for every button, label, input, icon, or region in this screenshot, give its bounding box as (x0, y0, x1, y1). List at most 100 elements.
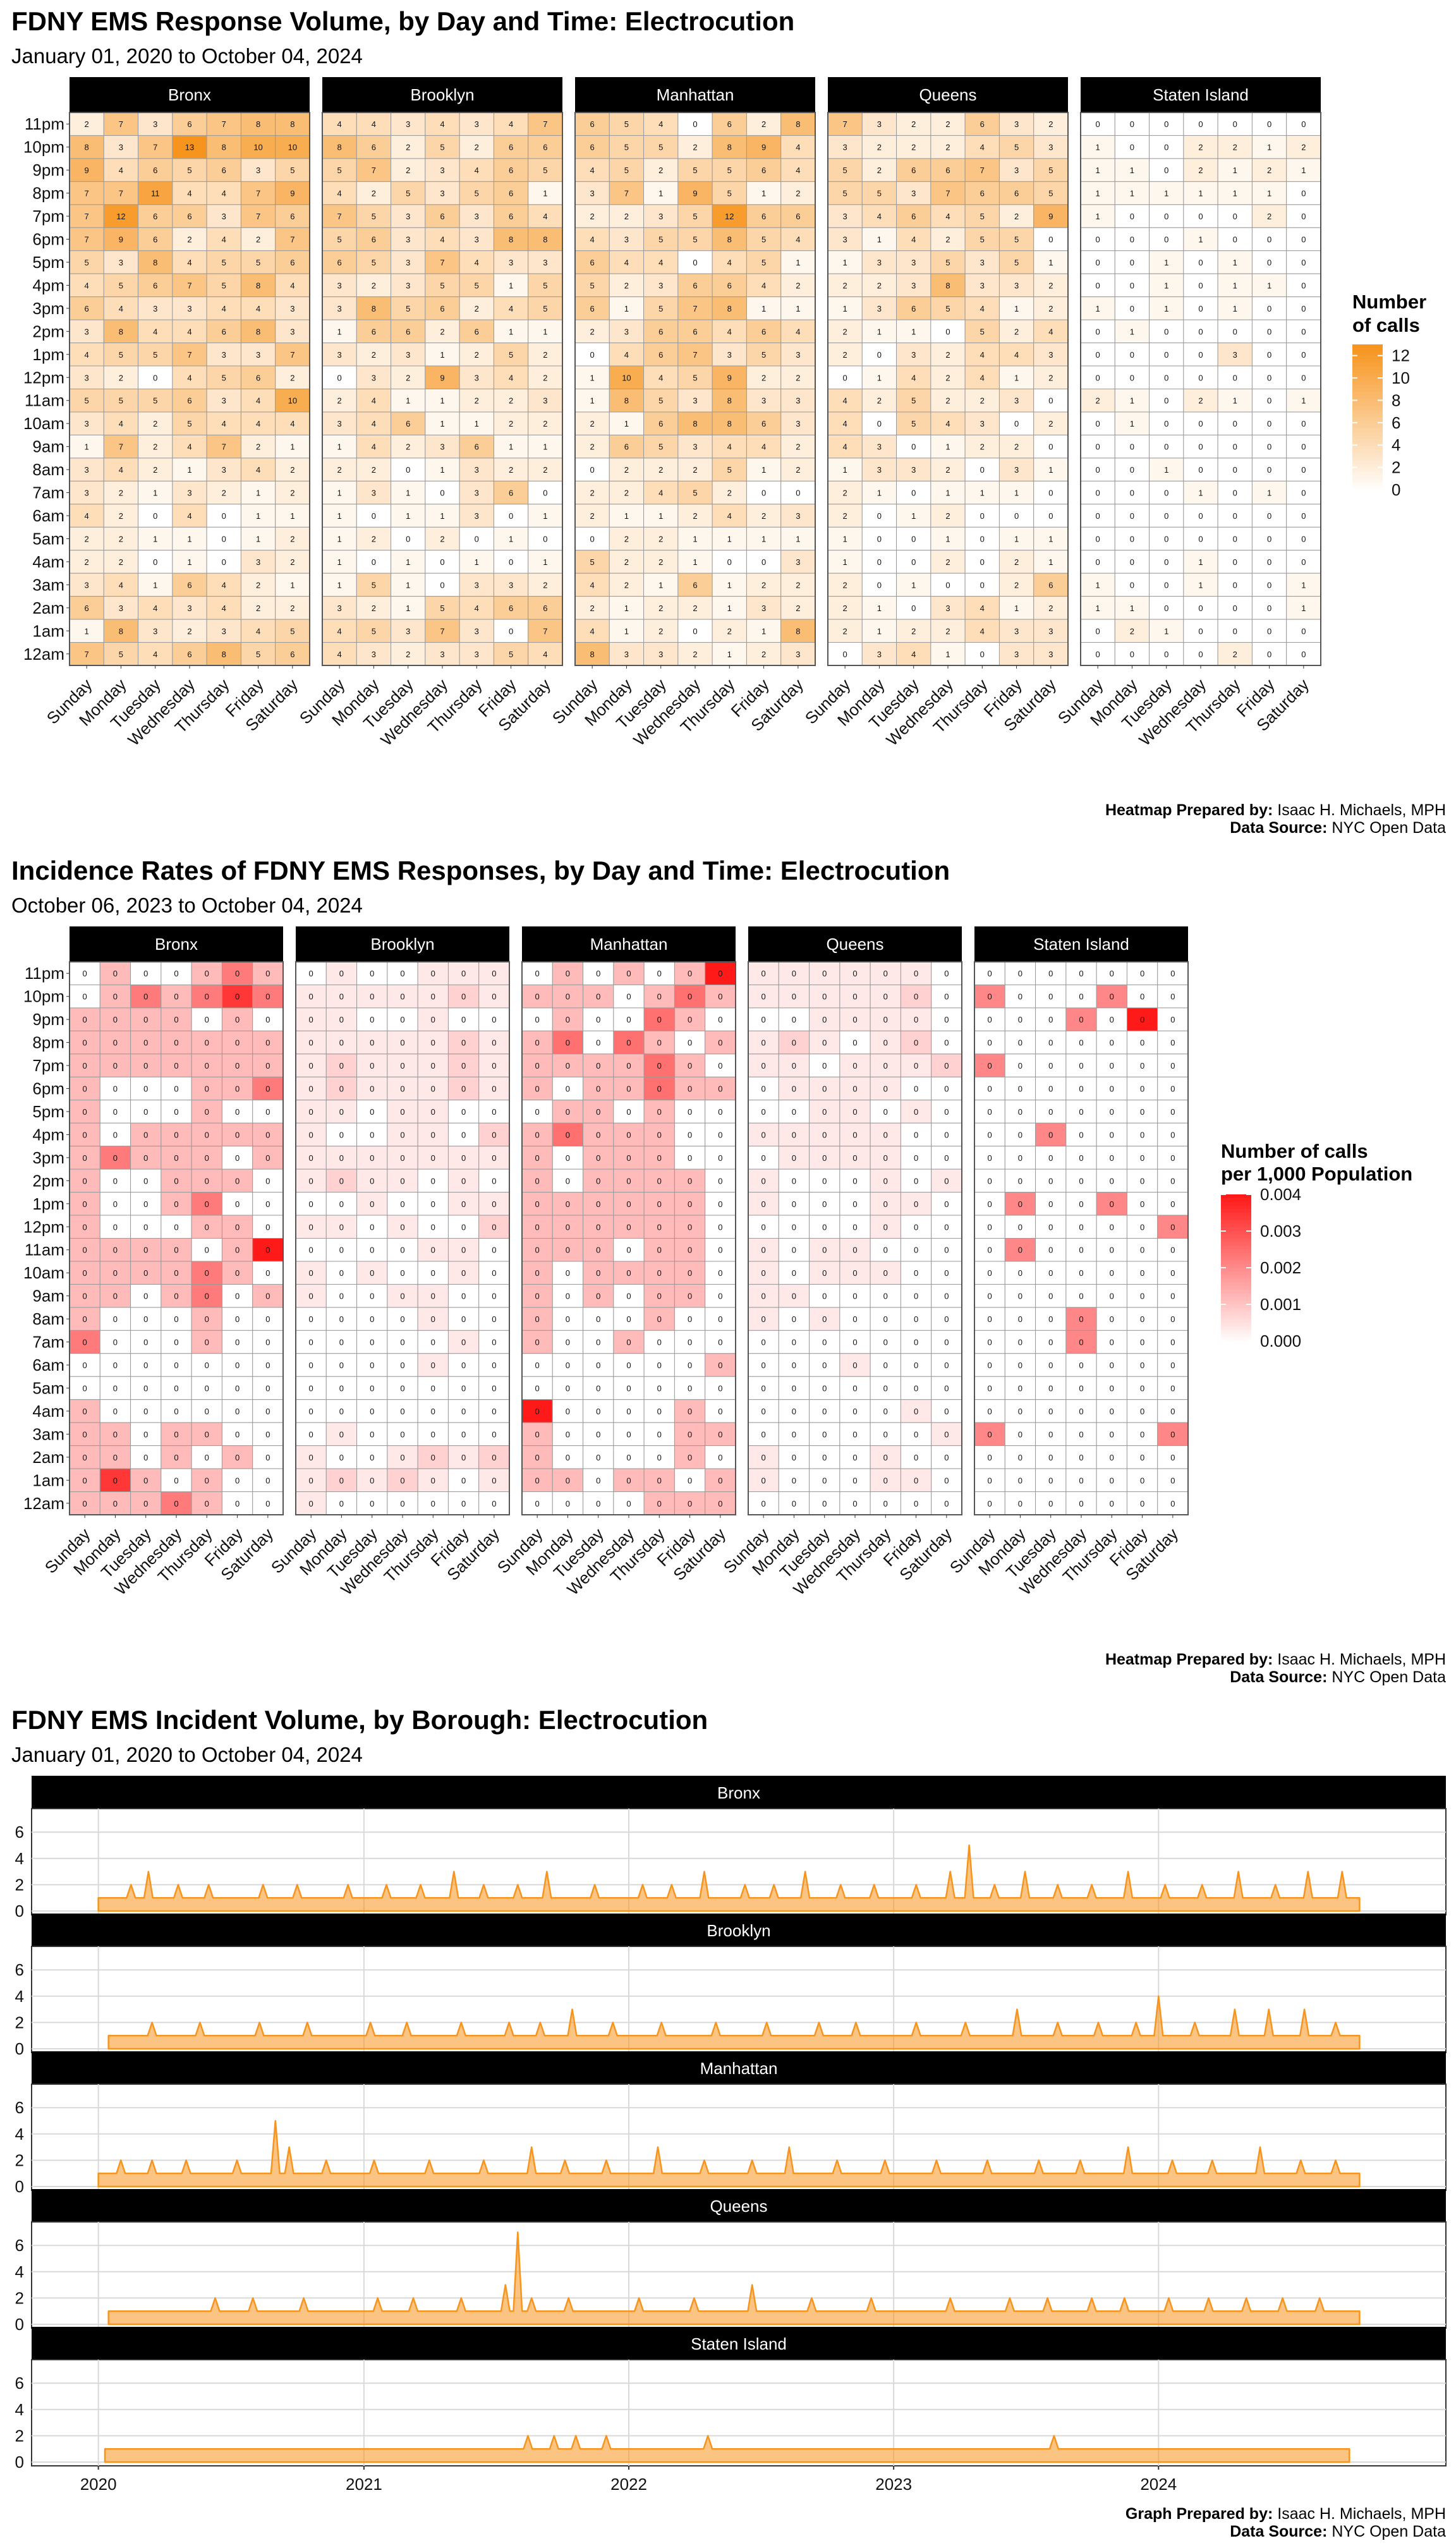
cell-label: 4 (119, 465, 123, 475)
cell-label: 1 (1301, 580, 1306, 590)
y-tick-label: 6 (15, 2098, 24, 2117)
cell-label: 4 (624, 258, 629, 267)
cell-label: 1 (337, 557, 342, 567)
cell-label: 0 (944, 1199, 949, 1209)
y-tick-label: 5am (32, 529, 64, 548)
cell-label: 0 (718, 992, 722, 1002)
heatmap-cell (322, 411, 357, 435)
cell-label: 6 (509, 189, 513, 198)
legend-gradient-band (1352, 435, 1383, 440)
heatmap-cell (275, 204, 310, 228)
cell-label: 1 (843, 534, 847, 543)
cell-label: 0 (535, 1199, 540, 1209)
cell-label: 0 (431, 1314, 435, 1324)
y-tick-label: 1am (32, 621, 64, 640)
cell-label: 8 (119, 327, 123, 336)
cell-label: 7 (256, 212, 260, 221)
cell-label: 0 (1140, 1176, 1144, 1186)
cell-label: 3 (658, 212, 663, 221)
cell-label: 0 (761, 1361, 766, 1370)
cell-label: 0 (792, 1429, 796, 1439)
cell-label: 2 (256, 442, 260, 452)
cell-label: 2 (85, 557, 89, 567)
cell-label: 0 (761, 1453, 766, 1462)
cell-label: 0 (980, 650, 985, 659)
cell-label: 0 (1018, 1199, 1022, 1209)
cell-label: 0 (535, 1338, 540, 1347)
heatmap-cell (356, 642, 392, 666)
cell-label: 6 (1048, 580, 1053, 590)
cell-label: 2 (475, 304, 479, 313)
legend-label: 2 (1392, 458, 1400, 477)
cell-label: 0 (1079, 1476, 1083, 1485)
cell-label: 0 (174, 992, 178, 1002)
area-panel-title: Queens (710, 2197, 767, 2216)
cell-label: 0 (944, 1084, 949, 1094)
cell-label: 1 (1198, 488, 1203, 498)
cell-label: 0 (440, 557, 444, 567)
heatmap-rate-title: Incidence Rates of FDNY EMS Responses, b… (11, 856, 950, 885)
cell-label: 0 (792, 969, 796, 978)
cell-label: 1 (406, 396, 410, 406)
cell-label: 6 (658, 350, 663, 360)
cell-label: 11 (151, 189, 160, 198)
legend-gradient-band (1221, 1242, 1251, 1246)
cell-label: 0 (535, 1107, 540, 1117)
cell-label: 0 (113, 1061, 118, 1071)
cell-label: 1 (1130, 189, 1134, 198)
heatmap-cell (275, 596, 310, 620)
cell-label: 0 (153, 557, 157, 567)
cell-label: 5 (406, 304, 410, 313)
cell-label: 0 (988, 1268, 992, 1278)
cell-label: 0 (1140, 1015, 1144, 1024)
heatmap-cell (356, 158, 392, 182)
cell-label: 0 (1267, 650, 1271, 659)
heatmap-cell (493, 573, 529, 597)
cell-label: 0 (877, 557, 882, 567)
cell-label: 0 (911, 488, 916, 498)
cell-label: 0 (309, 1107, 313, 1117)
cell-label: 7 (222, 442, 226, 452)
cell-label: 9 (693, 189, 697, 198)
cell-label: 0 (265, 1246, 270, 1255)
heatmap-cell (275, 135, 310, 159)
cell-label: 6 (406, 327, 410, 336)
cell-label: 1 (877, 235, 882, 245)
cell-label: 6 (796, 212, 800, 221)
legend-gradient-band (1221, 1333, 1251, 1338)
cell-label: 4 (590, 626, 595, 636)
heatmap-cell (69, 296, 104, 320)
cell-label: 1 (290, 442, 294, 452)
cell-label: 0 (693, 119, 697, 129)
heatmap-cell (677, 573, 713, 597)
cell-label: 2 (658, 166, 663, 175)
cell-label: 0 (83, 1176, 87, 1186)
cell-label: 1 (1014, 488, 1019, 498)
cell-label: 6 (153, 212, 157, 221)
legend-gradient-band (1352, 482, 1383, 487)
cell-label: 1 (1198, 580, 1203, 590)
cell-label: 2 (624, 465, 629, 475)
cell-label: 7 (543, 626, 547, 636)
cell-label: 0 (988, 1107, 992, 1117)
cell-label: 9 (85, 166, 89, 175)
cell-label: 3 (475, 235, 479, 245)
cell-label: 0 (461, 1268, 466, 1278)
cell-label: 0 (1130, 143, 1134, 152)
cell-label: 0 (113, 1246, 118, 1255)
cell-label: 0 (792, 1361, 796, 1370)
cell-label: 0 (1096, 119, 1100, 129)
cell-label: 0 (461, 1383, 466, 1393)
cell-label: 4 (85, 281, 89, 290)
cell-label: 0 (235, 1499, 240, 1508)
cell-label: 0 (265, 1015, 270, 1024)
cell-label: 0 (944, 1314, 949, 1324)
cell-label: 5 (693, 235, 697, 245)
cell-label: 0 (83, 1453, 87, 1462)
cell-label: 0 (1170, 1038, 1175, 1048)
cell-label: 0 (113, 1429, 118, 1439)
cell-label: 0 (1164, 580, 1168, 590)
heatmap-cell (275, 181, 310, 205)
heatmap-cell (356, 204, 392, 228)
cell-label: 6 (509, 166, 513, 175)
